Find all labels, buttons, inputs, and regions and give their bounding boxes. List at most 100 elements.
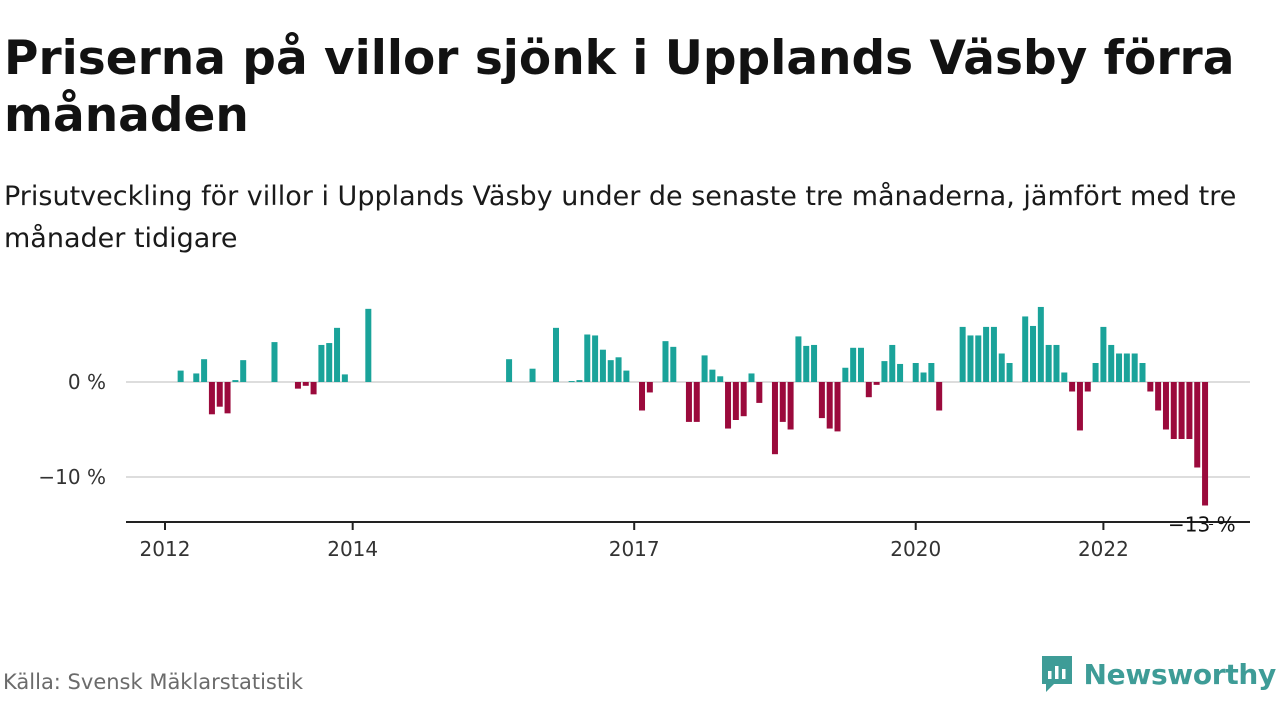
bar (701, 355, 708, 382)
bar (615, 357, 622, 382)
bar (506, 359, 513, 382)
bar (1108, 344, 1115, 382)
bar (967, 335, 974, 382)
bar (795, 336, 802, 382)
bar (1084, 382, 1091, 392)
bar (685, 382, 692, 422)
price-change-bar-chart: 0 % −10 % 2012 2014 2017 2020 2022 −13 % (38, 306, 1250, 561)
x-tick-label: 2014 (327, 537, 378, 561)
bar (936, 382, 943, 411)
bar (1170, 382, 1177, 439)
bar (529, 368, 536, 382)
bar (1100, 326, 1107, 382)
bar (1006, 363, 1013, 382)
bar (850, 347, 857, 382)
bar (208, 382, 215, 415)
bar (599, 349, 606, 382)
bars (177, 306, 1209, 506)
bar (553, 327, 559, 382)
last-value-label: −13 % (1168, 513, 1236, 537)
bar (177, 370, 184, 382)
bar (897, 363, 904, 382)
bar (232, 380, 239, 382)
bar-chart-logo-icon (1041, 656, 1072, 692)
newsworthy-logo: Newsworthy (1040, 654, 1276, 694)
x-tick-label: 2012 (140, 537, 191, 561)
bar (1155, 382, 1162, 411)
bar (779, 382, 786, 422)
bar (1202, 382, 1209, 506)
bar (216, 382, 223, 407)
bar (670, 346, 677, 382)
bar (865, 382, 872, 398)
bar (787, 382, 794, 430)
bar (584, 334, 591, 382)
bar (959, 326, 966, 382)
bar (1069, 382, 1076, 392)
bar (341, 374, 348, 382)
bar (1030, 325, 1037, 382)
y-tick-label: 0 % (68, 370, 106, 394)
bar (975, 335, 982, 382)
bar (693, 382, 700, 422)
bar (607, 360, 614, 382)
bar (1186, 382, 1193, 439)
y-tick-label: −10 % (38, 465, 106, 489)
x-tick-label: 2017 (609, 537, 660, 561)
bar (662, 341, 669, 382)
bar (928, 363, 935, 382)
bar (873, 382, 880, 385)
bar (1076, 382, 1083, 431)
bar (1139, 363, 1146, 382)
x-tick-label: 2022 (1078, 537, 1129, 561)
bar (912, 363, 919, 382)
bar (271, 342, 278, 382)
bar (990, 326, 997, 382)
bar (709, 369, 716, 382)
bar (1123, 353, 1130, 382)
bar (998, 353, 1005, 382)
bar (334, 327, 341, 382)
bar (1194, 382, 1201, 468)
bar (568, 381, 575, 383)
bar (623, 370, 630, 382)
bar (365, 308, 372, 382)
chart-subtitle: Prisutveckling för villor i Upplands Väs… (4, 181, 1237, 254)
bar (646, 382, 653, 393)
source-note: Källa: Svensk Mäklarstatistik (3, 670, 304, 694)
bar (1022, 316, 1029, 382)
axes: 0 % −10 % 2012 2014 2017 2020 2022 −13 % (38, 370, 1250, 561)
bar (725, 382, 732, 429)
bar (326, 343, 333, 382)
bar (224, 382, 231, 414)
bar (1147, 382, 1154, 392)
bar (240, 360, 247, 382)
bar (818, 382, 825, 419)
bar (1053, 344, 1060, 382)
bar (639, 382, 646, 411)
bar (201, 359, 208, 382)
bar (302, 382, 309, 386)
bar (1162, 382, 1169, 430)
bar (1092, 363, 1099, 382)
x-tick-label: 2020 (890, 537, 941, 561)
chart-title: Priserna på villor sjönk i Upplands Väsb… (4, 31, 1235, 143)
bar (1045, 344, 1052, 382)
bar (310, 382, 317, 395)
bar (592, 335, 599, 382)
bar (756, 382, 763, 403)
bar (1116, 353, 1123, 382)
bar (920, 372, 927, 382)
bar (803, 345, 810, 382)
bar (740, 382, 747, 417)
bar (1037, 306, 1044, 382)
bar (717, 376, 724, 382)
bar (842, 367, 849, 382)
bar (1178, 382, 1185, 439)
bar (881, 361, 888, 382)
bar (294, 382, 301, 389)
bar (857, 347, 864, 382)
bar (732, 382, 739, 420)
bar (889, 344, 896, 382)
bar (1061, 372, 1068, 382)
